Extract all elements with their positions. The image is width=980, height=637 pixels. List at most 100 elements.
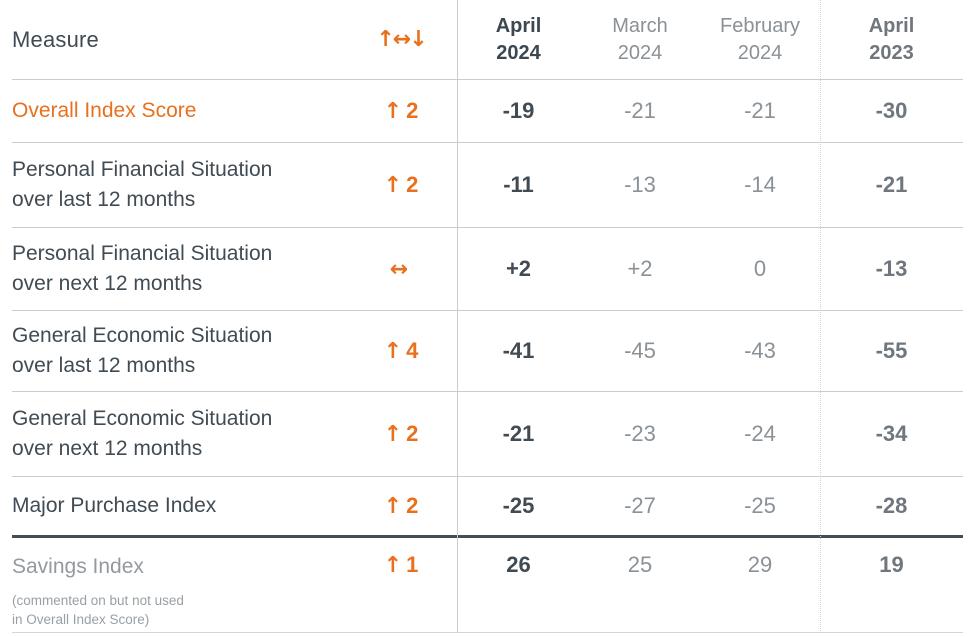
value-cell: 19 xyxy=(820,538,963,578)
trend-indicator-cell: ↔ xyxy=(345,256,457,282)
value-cell: -25 xyxy=(700,493,820,519)
index-score-value: 26 xyxy=(506,552,531,577)
column-header-year: 2024 xyxy=(496,41,541,64)
index-score-value: -13 xyxy=(624,172,656,197)
column-separator-line xyxy=(457,0,458,633)
value-cell: -21 xyxy=(700,98,820,124)
index-score-value: -43 xyxy=(744,338,776,363)
up-arrow-icon: ↑ xyxy=(383,173,403,198)
table-row: General Economic Situation over next 12 m… xyxy=(12,391,963,476)
trend-header-cell: ↑↔↓ xyxy=(345,27,457,52)
table-row: Personal Financial Situation over next 12… xyxy=(12,227,963,310)
measure-label: over last 12 months xyxy=(12,188,196,211)
measure-label: Overall Index Score xyxy=(12,99,197,122)
index-score-value: -45 xyxy=(624,338,656,363)
no-change-arrow-icon: ↔ xyxy=(389,257,409,282)
value-cell: -28 xyxy=(820,493,963,519)
index-score-value: -19 xyxy=(502,98,535,123)
measure-column-header: Measure xyxy=(12,26,99,52)
column-header-february-2024: February 2024 xyxy=(700,13,820,67)
value-cell: -41 xyxy=(457,338,580,364)
measure-label: over next 12 months xyxy=(12,272,203,295)
column-header-month: April xyxy=(495,14,542,37)
value-cell: -30 xyxy=(820,98,963,124)
trend-change-value: 1 xyxy=(406,552,419,577)
index-score-value: -13 xyxy=(875,256,908,281)
value-cell: -27 xyxy=(580,493,700,519)
measure-label-cell: General Economic Situation over next 12 m… xyxy=(12,404,345,464)
value-cell: -11 xyxy=(457,172,580,198)
measure-label-cell: Personal Financial Situation over last 12… xyxy=(12,155,345,215)
up-arrow-icon: ↑ xyxy=(383,422,403,447)
table-row: Major Purchase Index ↑ 2 -25 -27 -25 -28 xyxy=(12,476,963,535)
column-header-april-2024: April 2024 xyxy=(457,13,580,67)
index-score-value: -21 xyxy=(744,98,776,123)
trend-indicator-cell: ↑ 4 xyxy=(345,338,457,364)
measure-label: over next 12 months xyxy=(12,437,203,460)
value-cell: -13 xyxy=(580,172,700,198)
index-score-value: -27 xyxy=(624,493,656,518)
trend-arrows-icon: ↑↔↓ xyxy=(376,27,427,52)
table-header-row: Measure ↑↔↓ April 2024 March 2024 Februa… xyxy=(12,0,963,79)
trend-indicator-cell: ↑ 2 xyxy=(345,172,457,198)
index-score-value: -25 xyxy=(744,493,776,518)
index-score-value: 29 xyxy=(747,552,773,577)
value-cell: +2 xyxy=(457,256,580,282)
up-arrow-icon: ↑ xyxy=(383,99,403,124)
measure-label: General Economic Situation xyxy=(12,407,273,430)
measure-label: General Economic Situation xyxy=(12,324,273,347)
value-cell: -34 xyxy=(820,421,963,447)
index-score-value: -11 xyxy=(503,172,534,197)
trend-change-value: 2 xyxy=(406,493,419,518)
measure-label-cell: General Economic Situation over last 12 m… xyxy=(12,321,345,381)
value-cell: -43 xyxy=(700,338,820,364)
value-cell: -23 xyxy=(580,421,700,447)
value-cell: 0 xyxy=(700,256,820,282)
table-row: Personal Financial Situation over last 12… xyxy=(12,142,963,227)
value-cell: -19 xyxy=(457,98,580,124)
trend-indicator-cell: ↑ 2 xyxy=(345,493,457,519)
value-cell: -45 xyxy=(580,338,700,364)
measure-label-cell: Personal Financial Situation over next 12… xyxy=(12,239,345,299)
index-score-value: -41 xyxy=(502,338,535,363)
value-cell: 26 xyxy=(457,538,580,578)
value-cell: -21 xyxy=(457,421,580,447)
measure-label-cell: Overall Index Score xyxy=(12,96,345,126)
measure-label-cell: Savings Index (commented on but not used i… xyxy=(12,538,345,629)
index-score-value: 25 xyxy=(627,552,653,577)
index-score-value: -25 xyxy=(502,493,535,518)
value-cell: 29 xyxy=(700,538,820,578)
measure-label: Savings Index xyxy=(12,555,144,578)
index-score-value: -21 xyxy=(875,172,908,197)
index-score-value: -55 xyxy=(875,338,908,363)
prior-year-separator-line xyxy=(820,0,821,633)
value-cell: -25 xyxy=(457,493,580,519)
value-cell: -13 xyxy=(820,256,963,282)
value-cell: -21 xyxy=(580,98,700,124)
value-cell: 25 xyxy=(580,538,700,578)
measure-header-cell: Measure xyxy=(12,27,345,53)
trend-change-value: 2 xyxy=(406,98,419,123)
index-score-value: +2 xyxy=(627,256,653,281)
measure-note-line: in Overall Index Score) xyxy=(12,612,150,627)
trend-indicator-cell: ↑ 2 xyxy=(345,421,457,447)
column-header-year: 2024 xyxy=(617,41,663,64)
measures-table: Measure ↑↔↓ April 2024 March 2024 Februa… xyxy=(12,0,963,633)
trend-indicator-cell: ↑ 1 xyxy=(345,538,457,578)
column-header-month: March xyxy=(612,14,668,37)
measure-note-line: (commented on but not used xyxy=(12,593,184,608)
measure-label: Personal Financial Situation xyxy=(12,158,273,181)
index-score-value: 0 xyxy=(753,256,767,281)
index-score-value: -34 xyxy=(875,421,908,446)
column-header-month: February xyxy=(719,14,801,37)
measure-label: Major Purchase Index xyxy=(12,494,217,517)
value-cell: -24 xyxy=(700,421,820,447)
trend-indicator-cell: ↑ 2 xyxy=(345,98,457,124)
measure-label: Personal Financial Situation xyxy=(12,242,273,265)
index-score-value: -23 xyxy=(624,421,656,446)
index-score-value: +2 xyxy=(505,256,532,281)
index-score-value: -14 xyxy=(744,172,776,197)
index-score-value: -30 xyxy=(875,98,908,123)
measure-note: (commented on but not used in Overall Ind… xyxy=(12,591,345,629)
